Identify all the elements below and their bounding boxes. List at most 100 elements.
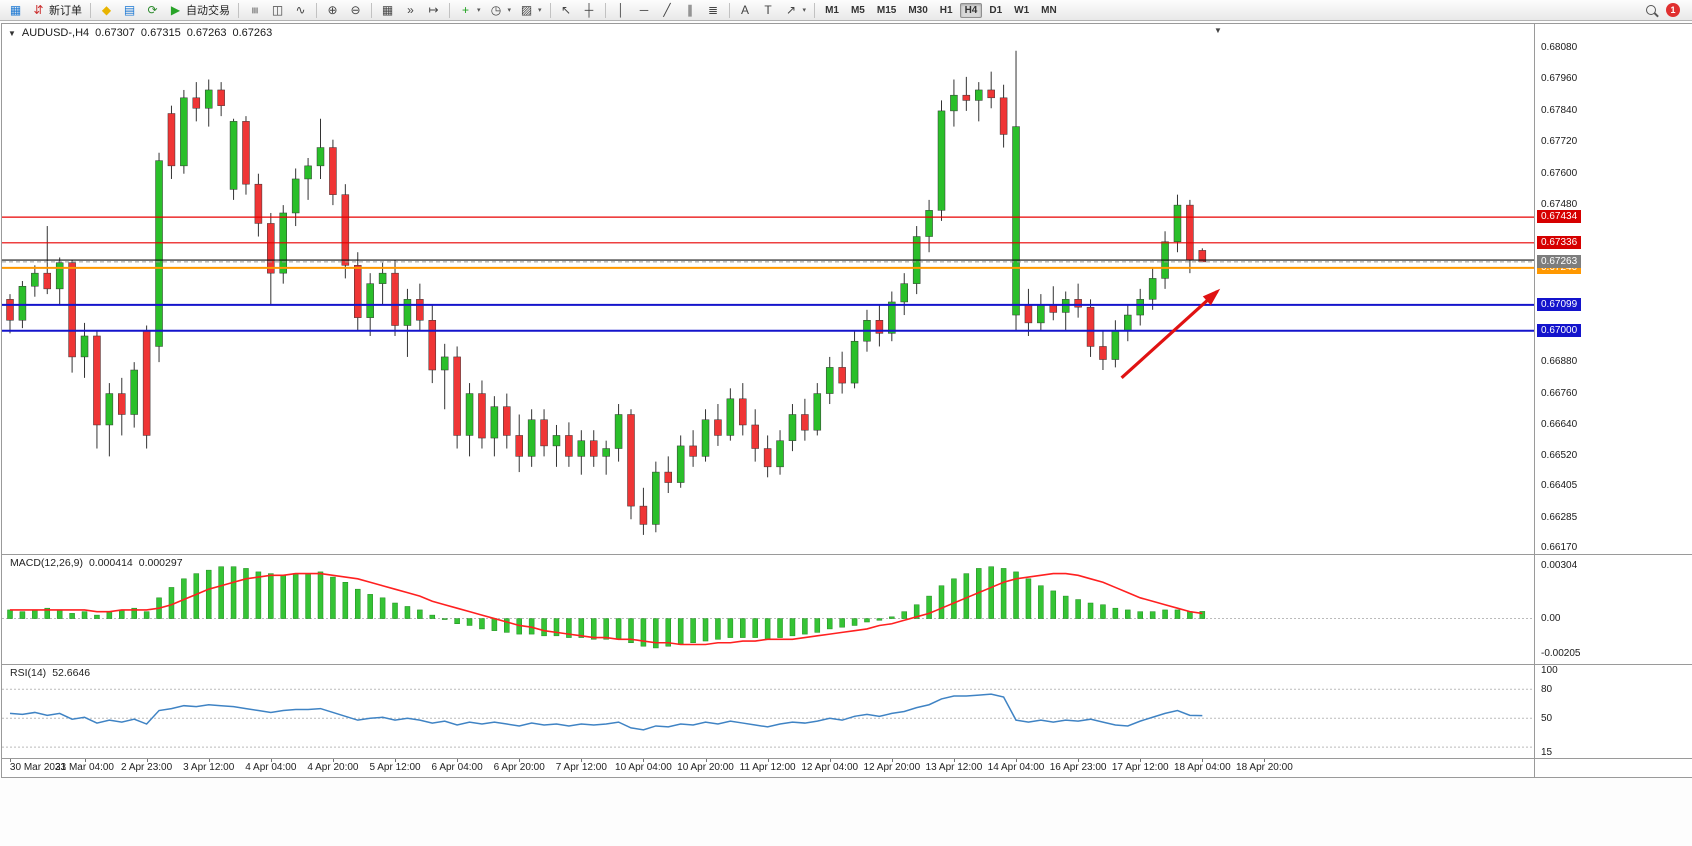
toolbar-separator (316, 2, 317, 18)
zoom-out-button[interactable]: ⊖ (344, 0, 367, 20)
macd-bar (1174, 609, 1181, 619)
templates-button[interactable]: ▨ ▾ (515, 0, 546, 20)
rsi-value: 52.6646 (52, 667, 91, 679)
refresh-button[interactable]: ⟳ (141, 0, 164, 20)
rsi-scale-tick: 100 (1541, 665, 1558, 676)
auto-scroll-button[interactable]: » (399, 0, 422, 20)
candle (614, 414, 623, 449)
time-axis[interactable]: 30 Mar 2023 31 Mar 04:00 2 Apr 23:00 3 Apr … (2, 758, 1534, 777)
candle (68, 262, 76, 358)
vertical-line-button[interactable]: │ (610, 0, 633, 20)
macd-bar (292, 573, 299, 619)
timeframe-m5[interactable]: M5 (850, 4, 865, 16)
text-label-button[interactable]: T (757, 0, 780, 20)
macd-bar (392, 602, 398, 619)
toolbar-separator (814, 2, 816, 18)
panel-separator-macd[interactable] (2, 554, 1692, 555)
chart-collapse-icon[interactable]: ▼ (8, 28, 16, 38)
candle (676, 445, 685, 483)
candle (701, 419, 710, 457)
price-label-chip: 0.67099 (1537, 297, 1582, 311)
trendline-button[interactable]: ╱ (656, 0, 679, 20)
time-tick (395, 758, 397, 762)
candle (18, 286, 27, 321)
candle (763, 448, 772, 468)
main-chart[interactable] (2, 24, 1534, 554)
candle (726, 398, 735, 436)
time-label: 13 Apr 12:00 (925, 762, 983, 773)
toolbar-separator (728, 2, 730, 18)
macd-bar (590, 618, 597, 640)
time-label: 4 Apr 20:00 (307, 762, 359, 773)
time-label: 11 Apr 12:00 (739, 762, 796, 773)
cursor-icon: ↖ (561, 2, 572, 17)
line-chart-button[interactable]: ∿ (289, 0, 312, 20)
arrows-icon: ↗ (786, 2, 797, 17)
macd-bar (1100, 604, 1106, 619)
price-scale[interactable]: 0.68080 0.67960 0.67840 0.67720 0.67600 0.674… (1534, 24, 1692, 777)
fibonacci-button[interactable]: ≣ (702, 0, 725, 20)
price-tick: 0.67480 (1541, 199, 1578, 211)
candle (428, 320, 437, 371)
time-label: 10 Apr 20:00 (677, 762, 734, 773)
bar-chart-icon: ≡ (248, 6, 262, 14)
auto-trading-icon: ▶ (170, 2, 181, 17)
templates-dropdown-icon: ▾ (538, 7, 542, 14)
timeframe-m30[interactable]: M30 (908, 4, 928, 16)
notification-badge[interactable]: 1 (1666, 3, 1680, 17)
text-button[interactable]: A (734, 0, 757, 20)
timeframe-mn[interactable]: MN (1041, 4, 1057, 16)
macd-bar (69, 613, 75, 619)
candle (329, 147, 337, 195)
timeframe-h4[interactable]: H4 (959, 2, 983, 18)
price-tick: 0.67720 (1541, 136, 1578, 148)
new-order-button[interactable]: ⇵ 新订单 (27, 0, 86, 20)
macd-bar (106, 611, 113, 619)
periods-button[interactable]: ◷ ▾ (485, 0, 516, 20)
channel-button[interactable]: ∥ (679, 0, 702, 20)
tile-windows-button[interactable]: ▦ (376, 0, 399, 20)
macd-panel[interactable] (2, 554, 1534, 664)
candle (1111, 330, 1120, 360)
macd-bar (913, 604, 920, 619)
panel-separator-rsi[interactable] (2, 664, 1692, 665)
indicators-button[interactable]: + ▾ (454, 0, 485, 20)
chart-symbol-period: AUDUSD-,H4 (21, 27, 90, 39)
candle (776, 440, 784, 468)
candle (6, 299, 14, 321)
trend-arrow[interactable] (1120, 290, 1219, 380)
search-button[interactable] (1642, 0, 1660, 20)
candle (391, 272, 399, 326)
timeframe-d1[interactable]: D1 (989, 4, 1003, 16)
timeframe-w1[interactable]: W1 (1014, 4, 1030, 16)
timeframe-h1[interactable]: H1 (939, 4, 953, 16)
candle (416, 299, 424, 321)
chart-shift-marker[interactable]: ▼ (1214, 26, 1222, 35)
crosshair-button[interactable]: ┼ (578, 0, 601, 20)
metaeditor-button[interactable]: ◆ (95, 0, 118, 20)
rsi-panel[interactable] (2, 664, 1534, 758)
macd-bar (1000, 568, 1007, 619)
market-watch-button[interactable]: ▤ (118, 0, 141, 20)
macd-bar (777, 618, 783, 638)
timeframe-m1[interactable]: M1 (825, 4, 839, 16)
crosshair-icon: ┼ (584, 2, 594, 17)
new-chart-button[interactable]: ▦ (4, 0, 27, 20)
candle (105, 393, 114, 426)
bar-chart-button[interactable]: ≡ (243, 0, 266, 20)
candlestick-button[interactable]: ◫ (266, 0, 289, 20)
time-label: 4 Apr 04:00 (245, 762, 297, 773)
indicators-dropdown-icon: ▾ (477, 7, 481, 14)
cursor-button[interactable]: ↖ (555, 0, 578, 20)
horizontal-line-button[interactable]: ─ (633, 0, 656, 20)
chart-shift-button[interactable]: ↦ (422, 0, 445, 20)
macd-bar (94, 614, 100, 619)
timeframe-m15[interactable]: M15 (876, 4, 897, 16)
auto-trading-button[interactable]: ▶ 自动交易 (164, 0, 234, 20)
zoom-in-button[interactable]: ⊕ (321, 0, 344, 20)
macd-bar (243, 568, 249, 619)
periods-dropdown-icon: ▾ (507, 7, 512, 14)
candle (254, 183, 263, 224)
candle (527, 419, 536, 457)
arrows-button[interactable]: ↗ ▾ (780, 0, 811, 20)
